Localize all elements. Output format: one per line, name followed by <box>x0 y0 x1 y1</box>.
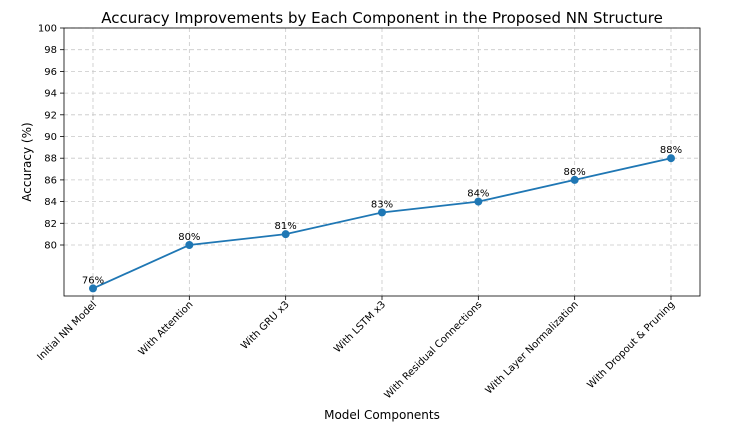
data-label: 80% <box>178 232 200 243</box>
data-point <box>570 175 579 184</box>
y-tick-label: 92 <box>44 110 57 121</box>
y-tick-label: 84 <box>44 197 57 208</box>
data-labels: 76% 80% 81% 83% 84% 86% 88% <box>82 145 682 286</box>
data-point <box>185 241 194 250</box>
x-axis-title: Model Components <box>324 408 440 422</box>
data-label: 81% <box>275 221 297 232</box>
data-point <box>281 230 290 239</box>
x-tick-label: Initial NN Model <box>35 299 99 363</box>
x-tick-label: With Dropout & Pruning <box>585 299 677 391</box>
data-label: 88% <box>660 145 682 156</box>
data-label: 83% <box>371 199 393 210</box>
y-tick-label: 96 <box>44 67 57 78</box>
data-label: 86% <box>564 167 586 178</box>
data-point <box>474 197 483 206</box>
x-tick-label: With Attention <box>137 299 196 358</box>
y-tick-label: 82 <box>44 219 57 230</box>
chart-title: Accuracy Improvements by Each Component … <box>101 9 663 27</box>
y-tick-label: 80 <box>44 241 57 252</box>
x-tick-label: With LSTM x3 <box>332 299 388 355</box>
data-label: 84% <box>467 189 489 200</box>
y-axis-title: Accuracy (%) <box>20 122 34 201</box>
data-point <box>89 284 97 293</box>
x-tick-label: With Layer Normalization <box>484 299 581 396</box>
y-tick-label: 98 <box>44 45 57 56</box>
series <box>89 154 675 293</box>
y-tick-label: 86 <box>44 175 57 186</box>
y-axis-ticks: 80 82 84 86 88 90 92 94 96 98 100 <box>38 24 64 252</box>
x-tick-label: With Residual Connections <box>383 299 485 401</box>
data-label: 76% <box>82 275 104 286</box>
grid <box>64 27 700 296</box>
y-tick-label: 88 <box>44 154 57 165</box>
x-axis-ticks: Initial NN Model With Attention With GRU x… <box>35 296 677 401</box>
data-point <box>378 208 386 217</box>
y-tick-label: 94 <box>44 89 57 100</box>
y-tick-label: 90 <box>44 132 57 143</box>
y-tick-label: 100 <box>38 24 57 35</box>
data-point <box>667 154 675 163</box>
x-tick-label: With GRU x3 <box>239 299 292 352</box>
